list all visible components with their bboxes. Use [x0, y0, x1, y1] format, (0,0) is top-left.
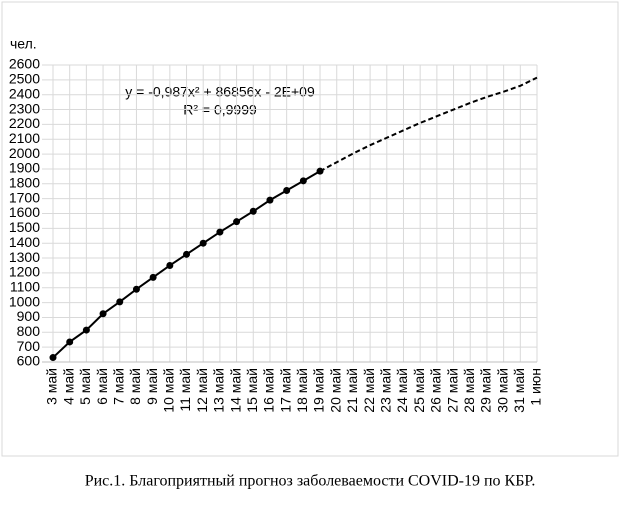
x-tick-label: 18 май — [294, 368, 310, 413]
y-tick-label: 2000 — [9, 145, 40, 161]
y-tick-label: 2500 — [9, 71, 40, 87]
y-tick-label: 1900 — [9, 160, 40, 176]
x-tick-label: 13 май — [211, 368, 227, 413]
point — [299, 177, 307, 185]
x-tick-label: 1 июн — [528, 368, 544, 406]
point — [66, 338, 74, 346]
y-tick-label: 1500 — [9, 219, 40, 235]
x-tick-label: 27 май — [444, 368, 460, 413]
y-tick-label: 1800 — [9, 175, 40, 191]
point — [283, 186, 291, 194]
y-tick-label: 600 — [17, 353, 41, 369]
x-tick-label: 4 май — [60, 368, 76, 405]
x-tick-label: 20 май — [327, 368, 343, 413]
x-tick-label: 7 май — [110, 368, 126, 405]
x-tick-label: 23 май — [377, 368, 393, 413]
x-tick-label: 8 май — [127, 368, 143, 405]
point — [49, 354, 57, 362]
point — [183, 250, 191, 258]
y-tick-label: 1000 — [9, 293, 40, 309]
x-tick-label: 3 май — [44, 368, 60, 405]
x-tick-label: 24 май — [394, 368, 410, 413]
point — [216, 228, 224, 236]
y-tick-label: 2400 — [9, 85, 40, 101]
x-tick-label: 9 май — [144, 368, 160, 405]
x-tick-label: 21 май — [344, 368, 360, 413]
y-tick-label: 2100 — [9, 130, 40, 146]
x-tick-label: 25 май — [411, 368, 427, 413]
y-tick-label: 700 — [17, 338, 41, 354]
caption: Рис.1. Благоприятный прогноз заболеваемо… — [85, 473, 536, 490]
x-tick-label: 15 май — [244, 368, 260, 413]
y-tick-label: 2600 — [9, 56, 40, 72]
x-tick-label: 22 май — [361, 368, 377, 413]
y-tick-label: 1100 — [10, 278, 40, 294]
y-tick-label: 1400 — [9, 234, 40, 250]
point — [99, 310, 107, 318]
point — [149, 273, 157, 281]
point — [132, 285, 140, 293]
x-tick-label: 16 май — [261, 368, 277, 413]
x-tick-label: 6 май — [94, 368, 110, 405]
x-tick-label: 30 май — [494, 368, 510, 413]
y-tick-label: 2200 — [9, 115, 40, 131]
point — [249, 207, 257, 215]
point — [82, 326, 90, 334]
chart-frame — [1, 1, 619, 457]
x-tick-label: 12 май — [194, 368, 210, 413]
series-line — [319, 76, 538, 173]
x-tick-label: 10 май — [161, 368, 177, 413]
point — [116, 298, 124, 306]
point — [166, 261, 174, 269]
y-tick-label: 800 — [17, 323, 41, 339]
x-tick-label: 26 май — [428, 368, 444, 413]
point — [266, 196, 274, 204]
x-tick-label: 11 май — [177, 368, 193, 412]
y-tick-label: 1200 — [9, 264, 40, 280]
y-tick-label: 1700 — [9, 189, 40, 205]
point — [199, 239, 207, 247]
y-axis-label: чел. — [10, 36, 37, 52]
x-tick-label: 14 май — [227, 368, 243, 413]
x-tick-label: 28 май — [461, 368, 477, 413]
y-tick-label: 1300 — [9, 249, 40, 265]
y-tick-label: 900 — [17, 308, 41, 324]
x-tick-label: 17 май — [277, 368, 293, 413]
x-tick-label: 19 май — [311, 368, 327, 413]
y-tick-label: 1600 — [9, 204, 40, 220]
point — [233, 218, 241, 226]
x-tick-label: 31 май — [511, 368, 527, 413]
y-tick-label: 2300 — [9, 100, 40, 116]
x-tick-label: 29 май — [478, 368, 494, 413]
x-tick-label: 5 май — [77, 368, 93, 405]
